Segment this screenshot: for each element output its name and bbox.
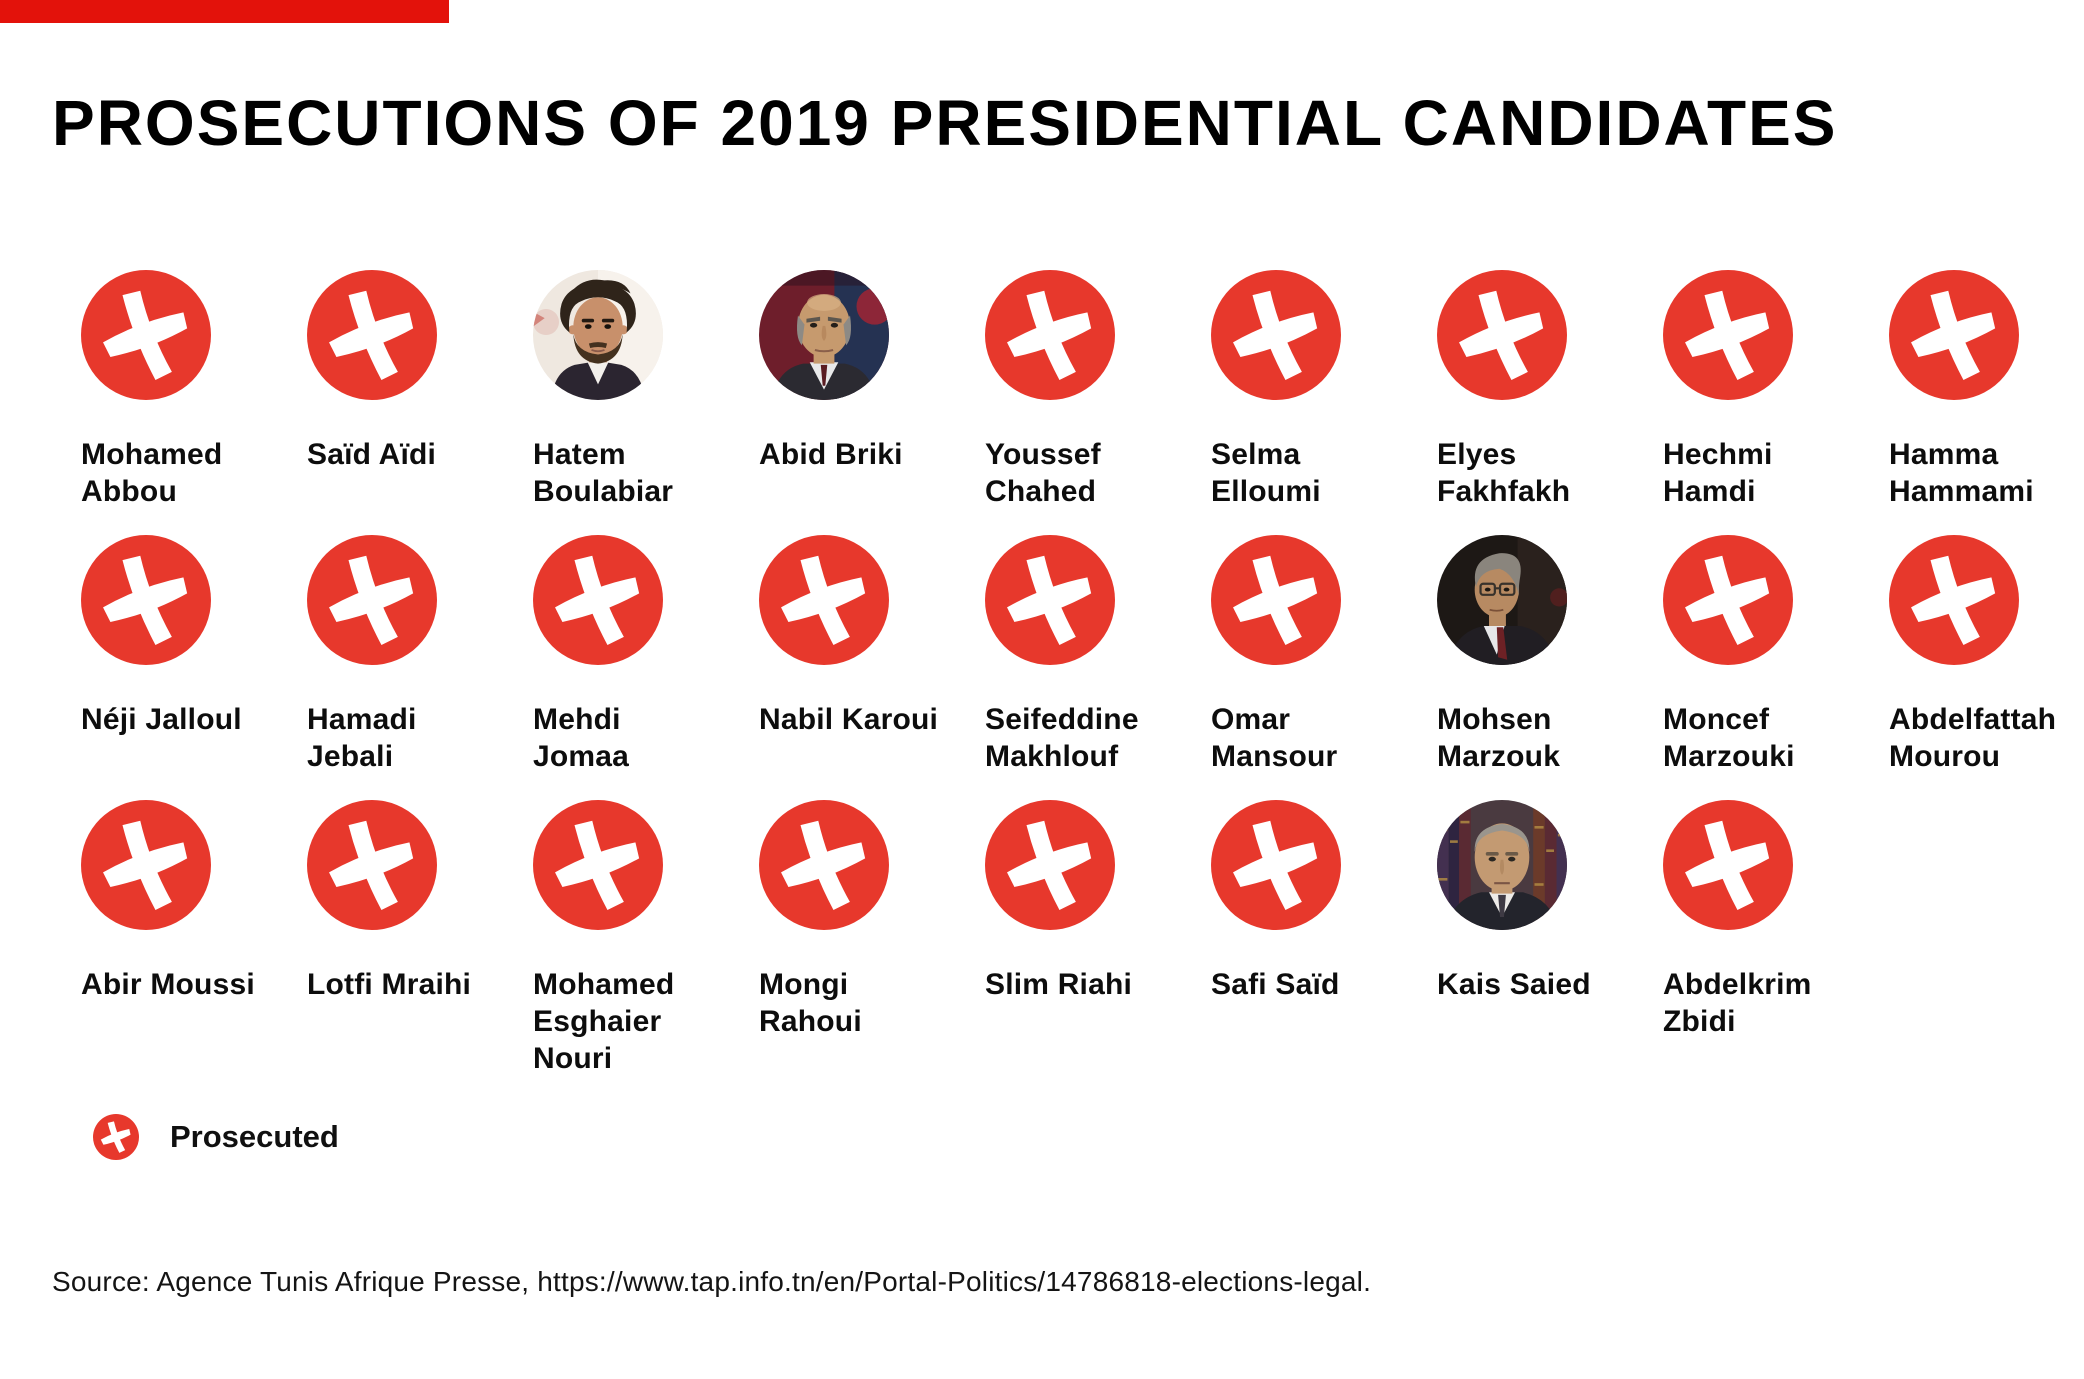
candidate-cell: Nabil Karoui (759, 535, 985, 800)
candidate-cell: Hamadi Jebali (307, 535, 533, 800)
candidate-name: Hamadi Jebali (307, 703, 417, 773)
prosecuted-x-icon (1211, 535, 1341, 665)
candidate-name: Saïd Aïdi (307, 438, 437, 471)
candidate-name: Seifeddine Makhlouf (985, 703, 1139, 773)
legend-label: Prosecuted (170, 1119, 339, 1154)
prosecuted-x-icon (1889, 270, 2019, 400)
candidate-cell: Youssef Chahed (985, 270, 1211, 535)
prosecuted-x-icon (985, 270, 1115, 400)
candidate-photo (1437, 535, 1567, 665)
candidate-name: Nabil Karoui (759, 703, 939, 736)
candidate-name: Lotfi Mraihi (307, 968, 472, 1001)
candidate-name: Slim Riahi (985, 968, 1133, 1001)
candidate-cell: Hatem Boulabiar (533, 270, 759, 535)
candidate-cell: Abir Moussi (81, 800, 307, 1065)
prosecuted-x-icon (985, 800, 1115, 930)
candidate-cell: Mohamed Esghaier Nouri (533, 800, 759, 1075)
prosecuted-x-icon (1663, 270, 1793, 400)
candidate-name: Mehdi Jomaa (533, 703, 630, 773)
prosecuted-x-icon (759, 535, 889, 665)
candidate-cell: Hechmi Hamdi (1663, 270, 1889, 535)
candidate-cell: Mohsen Marzouk (1437, 535, 1663, 800)
candidate-name: Kais Saied (1437, 968, 1591, 1001)
candidate-name: Mohsen Marzouk (1437, 703, 1561, 773)
candidate-cell: Safi Saïd (1211, 800, 1437, 1065)
candidate-cell: Lotfi Mraihi (307, 800, 533, 1065)
prosecuted-x-icon (1211, 800, 1341, 930)
candidates-grid: Mohamed Abbou Saïd Aïdi Hatem Boulabiar Abid … (81, 270, 2084, 1075)
prosecuted-x-icon (81, 270, 211, 400)
candidate-cell: Omar Mansour (1211, 535, 1437, 800)
prosecuted-x-icon (307, 800, 437, 930)
prosecuted-x-icon (1889, 535, 2019, 665)
prosecuted-x-icon (533, 800, 663, 930)
candidate-name: Abir Moussi (81, 968, 255, 1001)
brand-tag-bar (0, 0, 449, 23)
candidate-cell: Moncef Marzouki (1663, 535, 1889, 800)
candidate-name: Mongi Rahoui (759, 968, 862, 1038)
candidate-name: Moncef Marzouki (1663, 703, 1795, 773)
candidate-cell: Abdelkrim Zbidi (1663, 800, 1889, 1065)
prosecuted-x-icon (985, 535, 1115, 665)
prosecuted-x-icon (533, 535, 663, 665)
candidate-cell: Néji Jalloul (81, 535, 307, 800)
candidate-name: Hechmi Hamdi (1663, 438, 1773, 508)
candidate-cell: Mongi Rahoui (759, 800, 985, 1065)
candidate-name: Mohamed Esghaier Nouri (533, 968, 675, 1075)
prosecuted-x-icon (1663, 800, 1793, 930)
candidate-cell: Selma Elloumi (1211, 270, 1437, 535)
candidate-name: Abid Briki (759, 438, 903, 471)
candidate-cell: Mehdi Jomaa (533, 535, 759, 800)
candidate-photo (1437, 800, 1567, 930)
candidate-cell: Abid Briki (759, 270, 985, 535)
candidate-name: Omar Mansour (1211, 703, 1338, 773)
prosecuted-x-icon (93, 1114, 139, 1160)
candidate-name: Elyes Fakhfakh (1437, 438, 1571, 508)
candidate-photo (533, 270, 663, 400)
candidate-name: Selma Elloumi (1211, 438, 1321, 508)
legend: Prosecuted (93, 1114, 339, 1160)
prosecuted-x-icon (1437, 270, 1567, 400)
prosecuted-x-icon (307, 535, 437, 665)
prosecuted-x-icon (1211, 270, 1341, 400)
candidate-name: Abdelfattah Mourou (1889, 703, 2057, 773)
candidate-name: Mohamed Abbou (81, 438, 223, 508)
candidate-name: Abdelkrim Zbidi (1663, 968, 1812, 1038)
candidate-cell: Kais Saied (1437, 800, 1663, 1065)
candidate-cell: Elyes Fakhfakh (1437, 270, 1663, 535)
candidate-cell: Seifeddine Makhlouf (985, 535, 1211, 800)
prosecuted-x-icon (759, 800, 889, 930)
candidate-cell: Abdelfattah Mourou (1889, 535, 2084, 800)
candidate-photo (759, 270, 889, 400)
candidate-name: Néji Jalloul (81, 703, 242, 736)
page-title: PROSECUTIONS OF 2019 PRESIDENTIAL CANDID… (52, 87, 1838, 159)
candidate-name: Hatem Boulabiar (533, 438, 674, 508)
prosecuted-x-icon (1663, 535, 1793, 665)
source-note: Source: Agence Tunis Afrique Presse, htt… (52, 1266, 1372, 1297)
prosecuted-x-icon (307, 270, 437, 400)
candidate-cell: Saïd Aïdi (307, 270, 533, 535)
candidate-cell: Hamma Hammami (1889, 270, 2084, 535)
candidate-name: Hamma Hammami (1889, 438, 2034, 508)
candidate-cell: Mohamed Abbou (81, 270, 307, 535)
candidate-name: Safi Saïd (1211, 968, 1340, 1001)
prosecuted-x-icon (81, 535, 211, 665)
candidate-name: Youssef Chahed (985, 438, 1101, 508)
prosecuted-x-icon (81, 800, 211, 930)
candidate-cell: Slim Riahi (985, 800, 1211, 1065)
